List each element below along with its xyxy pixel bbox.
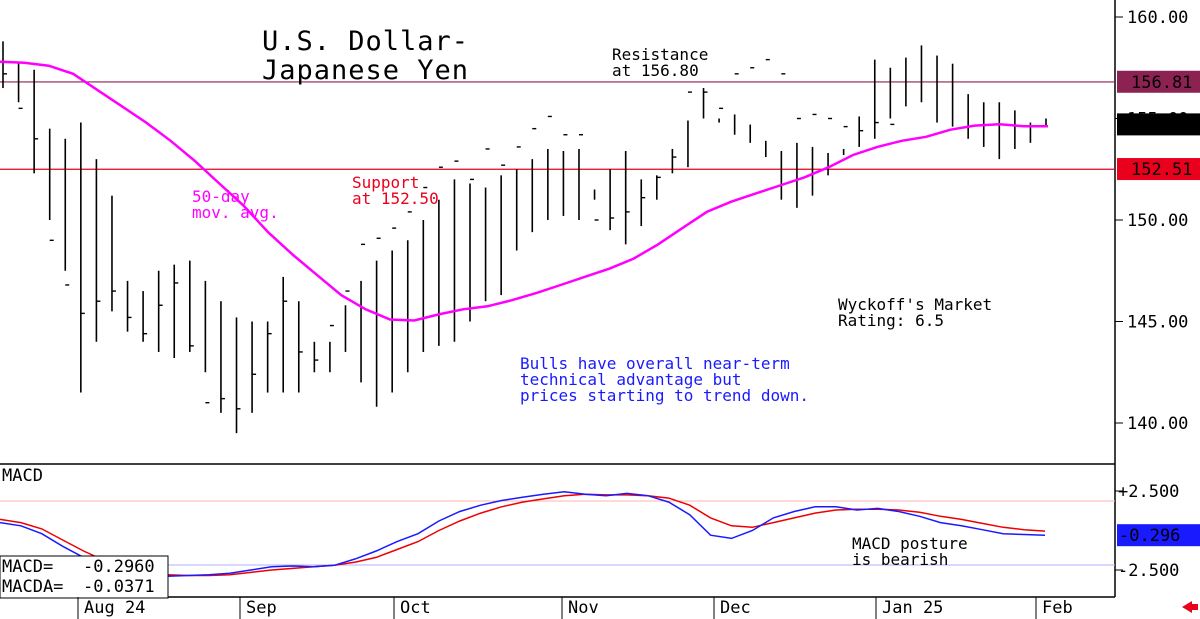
ma-annotation: 50-day mov. avg. [192, 187, 279, 222]
price-tag-box [1117, 113, 1200, 136]
macd-tick-label: +2.500 [1118, 482, 1179, 502]
date-tick-label: Jan 25 [882, 598, 943, 618]
macd-readout-box [0, 555, 169, 599]
macd-line [0, 491, 1046, 578]
support-annotation: Support at 152.50 [352, 173, 439, 208]
date-tick-label: Oct [400, 598, 431, 618]
moving-average-line [0, 60, 1048, 322]
back-arrow-icon[interactable] [1182, 601, 1198, 613]
macd-tag-label: -0.296 [1119, 526, 1180, 546]
macd-axis-ticks: +2.500 -2.500 [1115, 482, 1179, 581]
price-tags: 156.81 154.71 152.51 [1117, 70, 1200, 181]
price-tag-label: 156.81 [1131, 73, 1192, 93]
date-tick-label: Sep [246, 598, 277, 618]
macda-readout-label: MACDA= [2, 577, 63, 597]
price-tick-label: 160.00 [1127, 8, 1188, 28]
date-tick-label: Nov [568, 598, 599, 618]
price-tag-label: 152.51 [1131, 160, 1192, 180]
date-tick-label: Aug 24 [84, 598, 145, 618]
macd-annotation: MACD posture is bearish [852, 534, 968, 569]
date-tick-label: Feb [1042, 598, 1073, 618]
price-tick-label: 140.00 [1127, 414, 1188, 434]
price-tick-label: 150.00 [1127, 211, 1188, 231]
macd-tick-label: -2.500 [1118, 561, 1179, 581]
date-axis-ticks: Aug 24 Sep Oct Nov Dec Jan 25 Feb [77, 597, 1073, 619]
chart-title-line-1: U.S. Dollar-Japanese Yen [262, 26, 469, 86]
macd-readout-value: -0.2960 [83, 557, 155, 577]
price-tag-box [1117, 158, 1200, 181]
price-tag-box [1117, 70, 1200, 93]
macda-readout-value: -0.0371 [83, 577, 155, 597]
price-tag-label: 154.71 [1131, 115, 1192, 135]
rating-annotation: Wyckoff's Market Rating: 6.5 [838, 295, 992, 330]
commentary-annotation: Bulls have overall near-term technical ad… [520, 354, 809, 405]
price-tick-label: 145.00 [1127, 313, 1188, 333]
macd-readout-label: MACD= [2, 557, 53, 577]
price-bars [2, 41, 1047, 434]
resistance-annotation: Resistance at 156.80 [612, 45, 708, 80]
macd-panel-title: MACD [2, 466, 43, 486]
macd-value-tag: -0.296 [1117, 524, 1200, 547]
date-tick-label: Dec [720, 598, 751, 618]
reference-lines [0, 81, 1115, 170]
macd-tag-box [1117, 524, 1200, 547]
